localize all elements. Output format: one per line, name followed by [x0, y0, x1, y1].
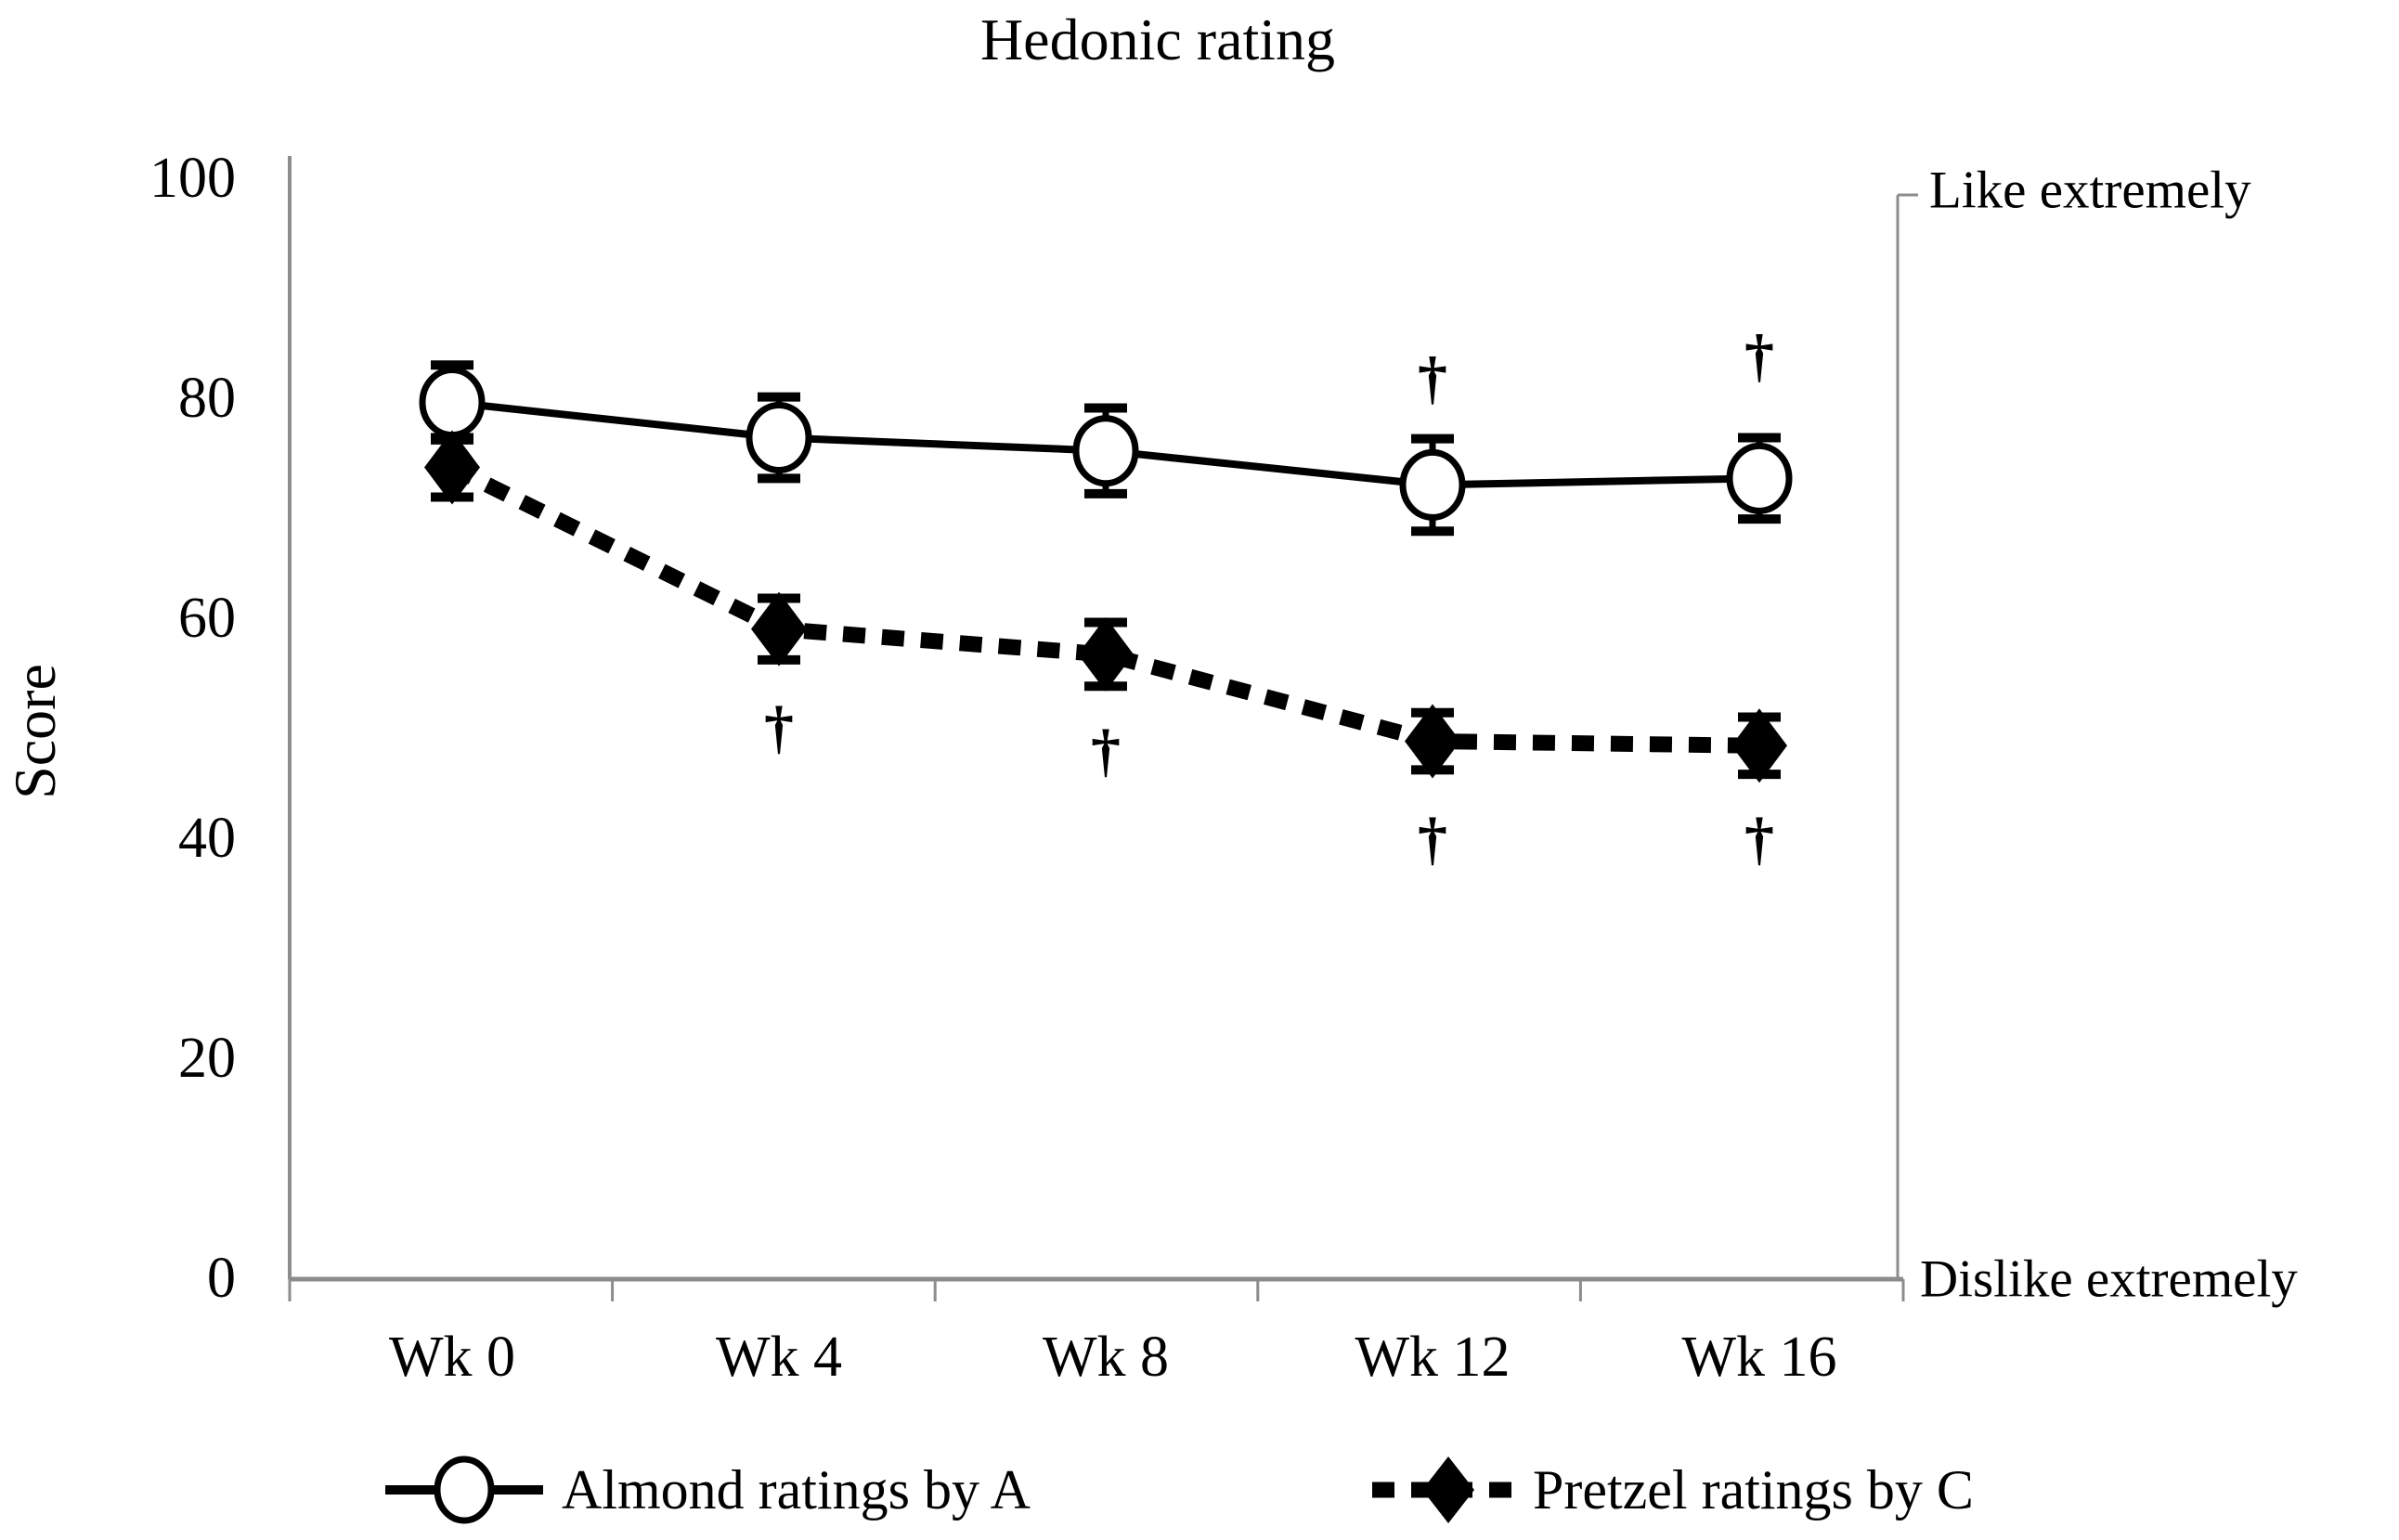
right-axis-bottom-label: Dislike extremely [1920, 1249, 2298, 1309]
almond-point-wk-12 [1399, 448, 1466, 521]
y-tick-label-80: 80 [178, 366, 236, 430]
pretzel-point-wk-0 [424, 430, 480, 505]
chart-title: Hedonic rating [979, 6, 1336, 72]
pretzel-point-wk-4 [751, 591, 807, 666]
significance-dagger: † [1744, 805, 1774, 871]
y-tick-label-100: 100 [149, 146, 236, 210]
almond-point-wk-0 [419, 367, 486, 439]
significance-dagger: † [1418, 344, 1447, 410]
almond-point-wk-16 [1726, 442, 1793, 514]
x-category-label-wk-8: Wk 8 [1042, 1326, 1170, 1389]
legend-label-pretzel: Pretzel ratings by C [1533, 1459, 1974, 1521]
right-axis-top-label: Like extremely [1929, 161, 2251, 220]
significance-dagger: † [1418, 805, 1447, 871]
legend-item-pretzel: Pretzel ratings by C [1372, 1453, 1974, 1527]
significance-dagger: † [764, 694, 794, 760]
legend-label-almond: Almond ratings by A [562, 1459, 1031, 1521]
filled-diamond-icon [1372, 1456, 1525, 1523]
legend-item-almond: Almond ratings by A [385, 1453, 1031, 1527]
almond-point-wk-8 [1072, 415, 1139, 487]
pretzel-point-wk-16 [1731, 708, 1787, 783]
significance-dagger: † [1091, 718, 1121, 783]
pretzel-point-wk-12 [1405, 704, 1460, 779]
x-category-label-wk-4: Wk 4 [715, 1326, 843, 1389]
y-tick-label-60: 60 [178, 586, 236, 650]
open-circle-icon [385, 1456, 543, 1524]
y-tick-label-0: 0 [207, 1246, 236, 1310]
x-category-label-wk-0: Wk 0 [388, 1326, 516, 1389]
significance-dagger: † [1744, 322, 1774, 388]
x-category-label-wk-16: Wk 16 [1681, 1326, 1837, 1389]
pretzel-point-wk-8 [1078, 616, 1134, 692]
pretzel-series-line [448, 459, 1760, 754]
y-tick-label-40: 40 [178, 806, 236, 870]
x-category-label-wk-12: Wk 12 [1355, 1326, 1511, 1389]
y-tick-label-20: 20 [178, 1026, 236, 1090]
almond-point-wk-4 [746, 401, 812, 473]
